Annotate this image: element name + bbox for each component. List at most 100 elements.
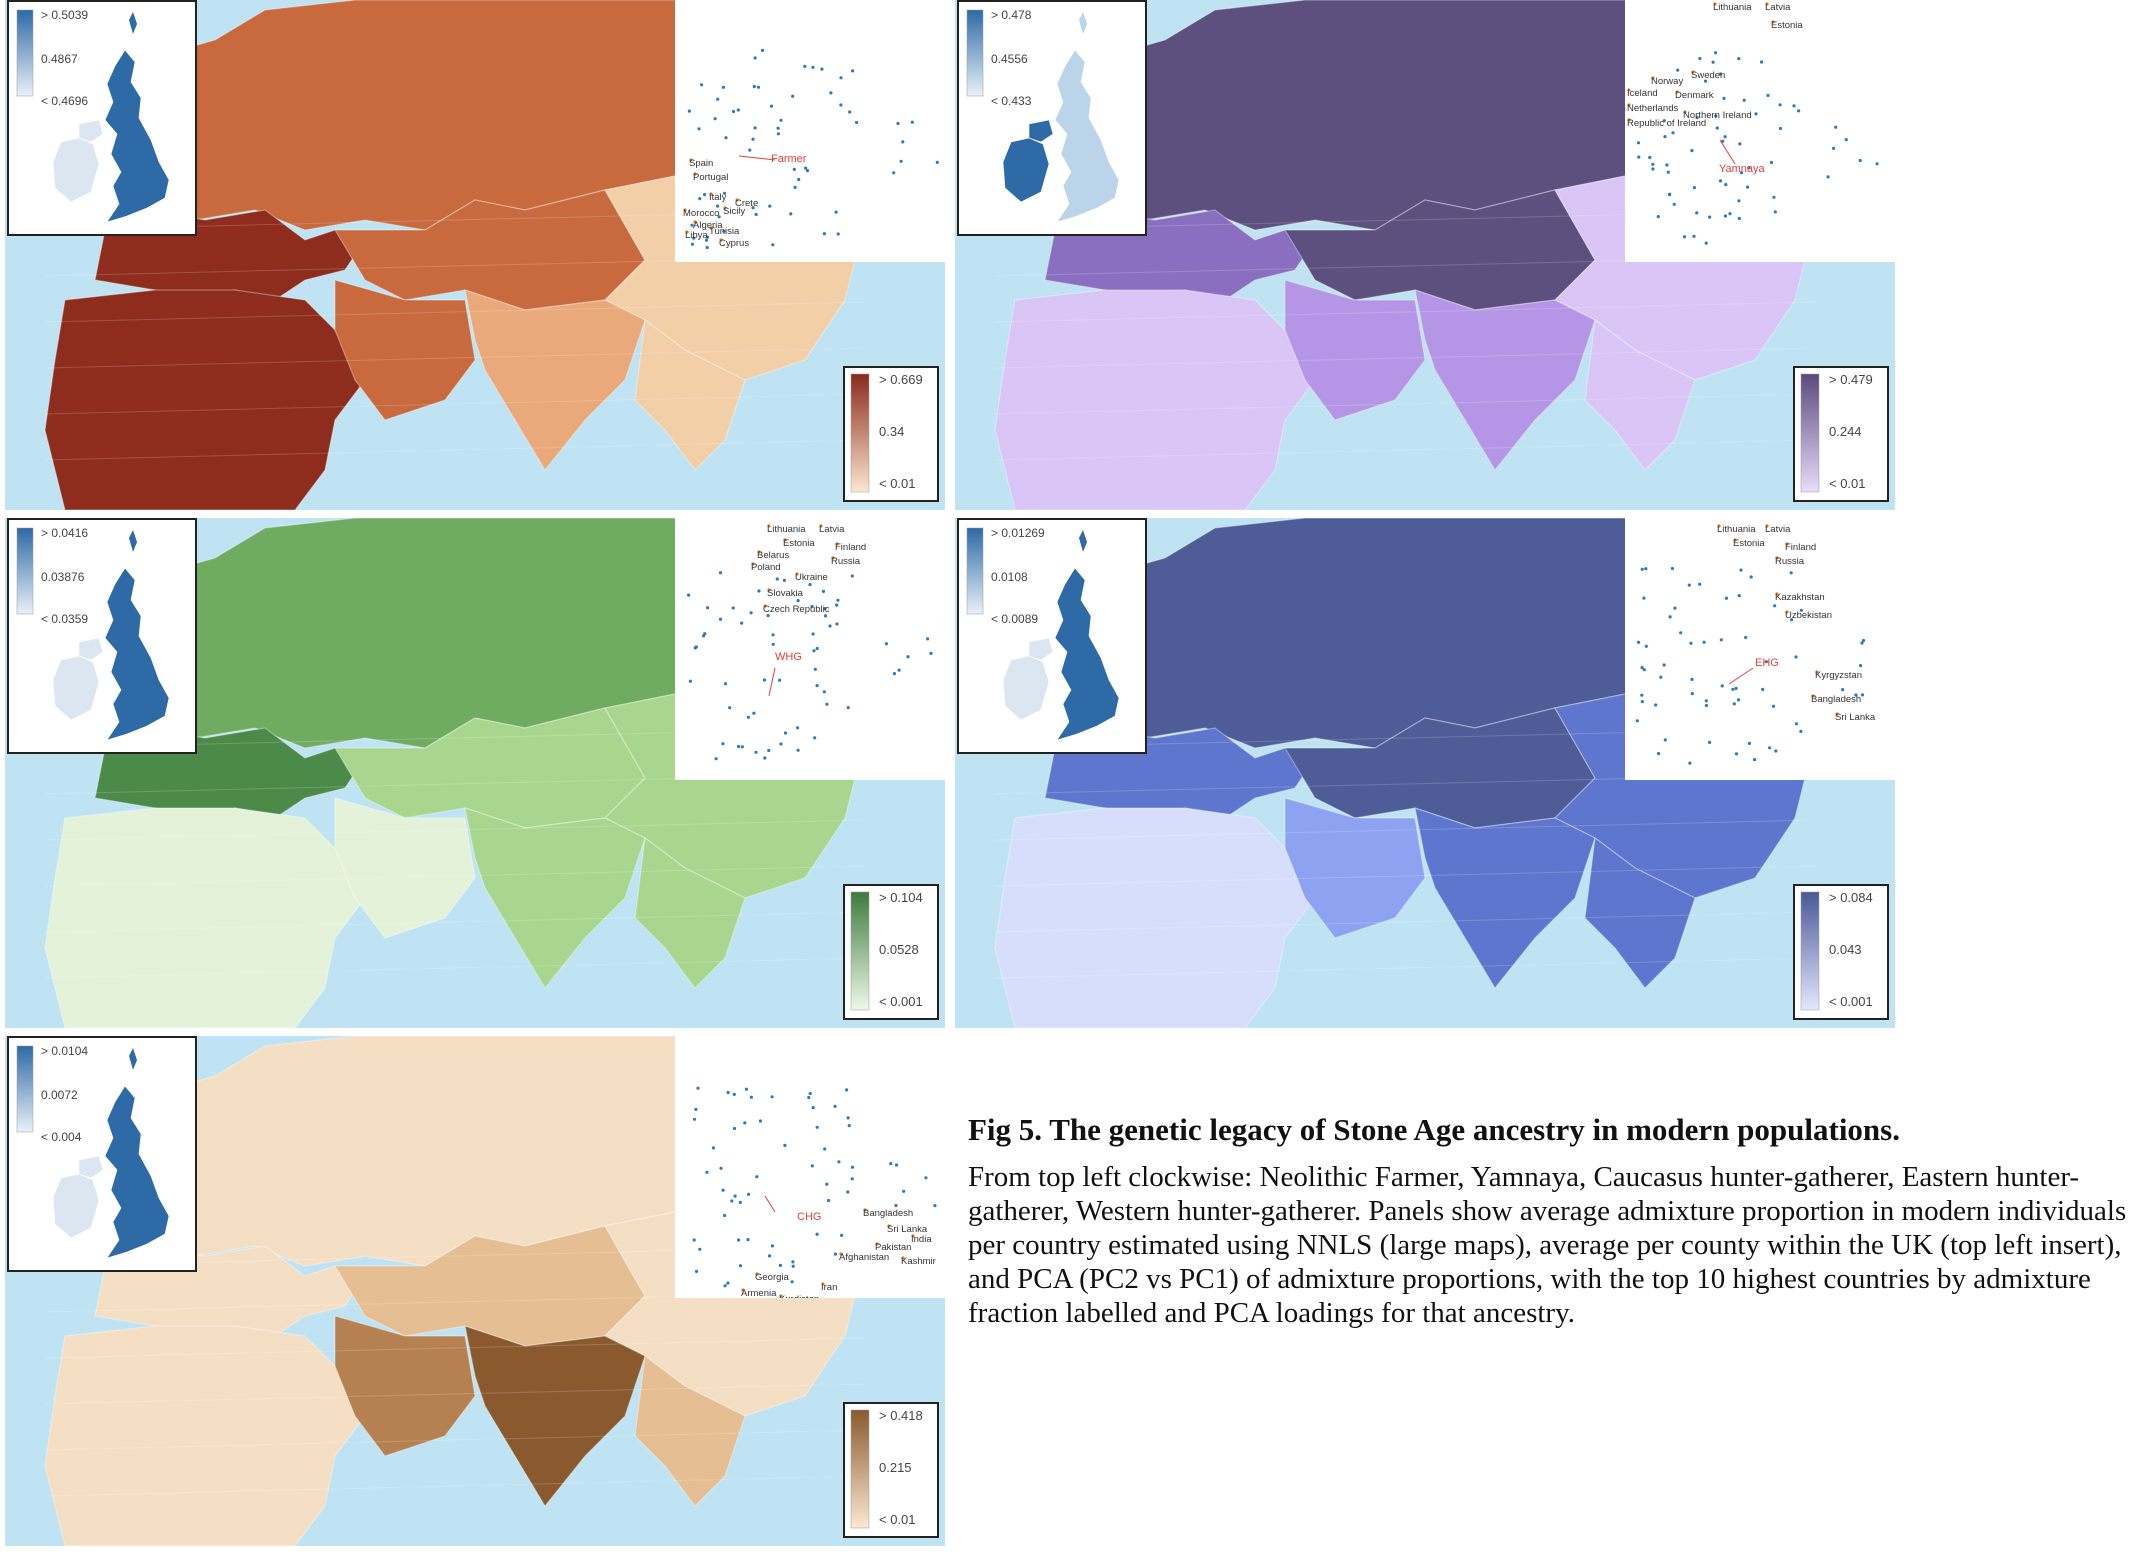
pca-country-label: Norway: [1651, 76, 1683, 87]
uk-ireland: [52, 137, 100, 203]
pca-point: [1703, 79, 1708, 83]
pca-top-point: [1815, 670, 1819, 674]
country-border: [44, 957, 866, 979]
map-panel-farmer: > 0.5039 0.4867 < 0.4696 Farmer Spain Portuga…: [5, 0, 945, 510]
pca-point: [723, 682, 728, 686]
pca-point: [726, 1090, 730, 1095]
pca-point: [768, 204, 772, 208]
pca-point: [1860, 693, 1865, 697]
country-border: [44, 393, 866, 415]
pca-point: [723, 1213, 727, 1218]
pca-point: [778, 678, 782, 682]
pca-point: [757, 589, 761, 593]
pca-top-point: [685, 230, 689, 234]
pca-point: [892, 672, 896, 676]
region-seasia: [634, 318, 746, 471]
legend-min: < 0.01: [879, 476, 916, 491]
pca-point: [1738, 142, 1742, 146]
pca-point: [822, 232, 826, 236]
pca-point: [835, 622, 839, 626]
pca-point: [718, 571, 723, 575]
uk-map: [16, 1045, 170, 1259]
uk-legend-max: > 0.0104: [41, 1044, 89, 1058]
pca-country-label: Russia: [1775, 556, 1805, 567]
pca-point: [776, 132, 780, 136]
legend-min: < 0.01: [879, 1512, 916, 1527]
pca-country-label: Pakistan: [875, 1242, 911, 1253]
pca-point: [762, 678, 767, 682]
pca-point: [829, 91, 833, 95]
pca-point: [1679, 631, 1683, 635]
pca-point: [730, 1199, 734, 1203]
pca-point: [760, 48, 765, 53]
uk-county-inset: > 0.478 0.4556 < 0.433: [957, 0, 1147, 236]
pca-top-point: [831, 556, 835, 560]
pca-point: [846, 1190, 850, 1194]
pca-point: [1666, 170, 1670, 174]
pca-country-label: Algeria: [693, 220, 723, 231]
pca-point: [796, 599, 800, 603]
country-border: [44, 865, 866, 887]
pca-top-point: [723, 206, 727, 210]
pca-svg: Yamnaya Lithuania Latvia Estonia Norway Swede…: [1627, 2, 1879, 245]
uk-shetland: [129, 1048, 137, 1070]
pca-top-point: [735, 198, 739, 202]
pca-point: [731, 606, 735, 610]
pca-point: [1671, 131, 1675, 135]
legend-max: > 0.084: [1829, 890, 1873, 905]
pca-point: [1688, 761, 1692, 765]
pca-point: [1774, 749, 1778, 753]
pca-point: [717, 215, 721, 219]
pca-point: [1826, 175, 1830, 179]
pca-point: [718, 617, 723, 621]
pca-point: [815, 1125, 819, 1129]
pca-country-label: Bangladesh: [1811, 694, 1861, 705]
pca-point: [692, 236, 696, 240]
pca-point: [894, 1163, 899, 1167]
pca-point: [1665, 163, 1669, 167]
pca-point: [1789, 571, 1793, 575]
pca-point: [726, 1281, 730, 1285]
uk-county-inset: > 0.01269 0.0108 < 0.0089: [957, 518, 1147, 754]
map-panel-whg: > 0.0416 0.03876 < 0.0359 WHG Lithuania Latvi…: [5, 518, 945, 1028]
pca-point: [1715, 126, 1719, 130]
region-mideast: [1284, 279, 1426, 421]
pca-top-point: [1717, 524, 1721, 528]
pca-loading-label: CHG: [797, 1211, 821, 1223]
pca-country-label: Kazakhstan: [1775, 592, 1825, 603]
pca-point: [805, 169, 810, 173]
pca-point: [700, 83, 704, 87]
pca-country-label: Northern Ireland: [1683, 110, 1752, 121]
legend-svg: [850, 1409, 870, 1529]
pca-top-point: [767, 588, 771, 592]
pca-point: [767, 748, 771, 753]
pca-top-point: [795, 572, 799, 576]
legend-max: > 0.669: [879, 372, 923, 387]
pca-point: [703, 632, 707, 636]
pca-point: [1695, 211, 1699, 215]
pca-point: [1772, 195, 1776, 199]
region-seasia: [1584, 836, 1696, 989]
pca-point: [811, 1106, 815, 1110]
pca-country-label: Denmark: [1675, 90, 1714, 101]
pca-point: [792, 167, 796, 171]
pca-point: [748, 148, 752, 152]
uk-map: [966, 527, 1120, 741]
uk-legend-max: > 0.478: [991, 8, 1032, 22]
pca-point: [1799, 729, 1803, 733]
pca-point: [711, 1146, 716, 1150]
pca-country-label: Cyprus: [719, 238, 749, 249]
country-border: [44, 819, 866, 841]
uk-color-scale: [16, 9, 34, 97]
uk-map: [966, 9, 1120, 223]
pca-point: [813, 667, 817, 671]
pca-point: [823, 607, 827, 611]
pca-country-label: Lithuania: [1713, 2, 1752, 13]
pca-point: [721, 742, 725, 746]
pca-country-label: Italy: [709, 192, 727, 203]
country-border: [994, 911, 1816, 933]
pca-point: [1708, 740, 1712, 744]
pca-point: [763, 756, 767, 760]
pca-point: [1875, 162, 1879, 166]
pca-point: [807, 1095, 811, 1100]
